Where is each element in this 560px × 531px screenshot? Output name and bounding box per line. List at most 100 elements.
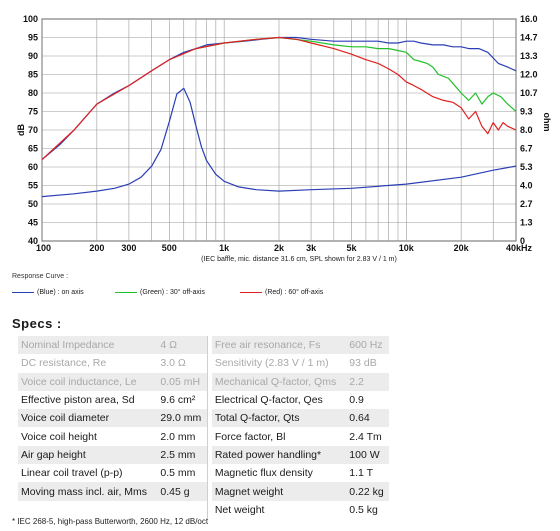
y-tick-label-right: 9.3 [520,107,533,117]
y-tick-label-right: 2.7 [520,199,533,209]
spec-value-right: 100 W [346,445,389,465]
spec-value-right: 600 Hz [346,336,389,355]
spec-label-right: Rated power handling* [211,445,347,465]
legend-swatch-green [115,292,137,293]
spec-row: Moving mass incl. air, Mms 0.45 g Magnet w… [18,482,389,501]
spec-row: Net weight 0.5 kg [18,500,389,519]
spec-separator [206,372,212,391]
spec-label-right: Free air resonance, Fs [211,336,347,355]
spec-value-left: 0.45 g [157,482,208,501]
spec-label-right: Force factor, Bl [214,430,286,443]
x-tick-label: 300 [121,243,136,253]
y-tick-label-left: 45 [28,218,38,228]
y-tick-label-right: 1.3 [520,218,533,228]
spec-value-right: 0.9 [349,394,364,407]
x-tick-label: 500 [162,243,177,253]
spec-row: Nominal Impedance 4 Ω Free air resonance, … [18,336,389,355]
spec-label-left: Voice coil height [21,430,97,443]
spec-value-left: 0.05 mH [157,372,208,391]
spec-separator [206,500,212,519]
spec-value-right: 2.4 Tm [349,430,382,443]
off-axis-30-curve [195,36,517,112]
x-tick-label: 1k [219,243,230,253]
spec-separator [206,354,212,373]
legend-swatch-red [240,292,262,293]
x-tick-label: 2k [274,243,285,253]
y-tick-label-left: 100 [23,14,38,24]
y-tick-label-right: 12.0 [520,70,538,80]
specs-table: Nominal Impedance 4 Ω Free air resonance, … [18,336,389,519]
y-tick-label-left: 50 [28,199,38,209]
y-tick-label-left: 95 [28,33,38,43]
y-tick-label-right: 4.0 [520,181,533,191]
spec-separator [206,464,212,483]
specs-title: Specs : [12,316,62,331]
spec-value-right: 0.64 [346,409,389,428]
y-tick-label-right: 14.7 [520,33,538,43]
legend-item-green: (Green) : 30° off-axis [115,289,205,296]
spec-label-right: Sensitivity (2.83 V / 1 m) [214,357,329,370]
legend-swatch-blue [12,292,34,293]
y-tick-label-right: 8.0 [520,125,533,135]
spec-value-right: 0.5 kg [349,503,378,516]
spec-value-left: 9.6 cm² [160,394,196,407]
spec-value-left: 2.0 mm [160,430,196,443]
y-tick-label-right: 10.7 [520,88,538,98]
frequency-response-chart: 100 200 300 500 1k 2k 3k 5k 10k 20k 40kHz100959085… [16,14,552,263]
spec-row: Voice coil inductance, Le 0.05 mH Mechanic… [18,372,389,391]
spec-separator [206,445,212,465]
x-tick-label: 20k [454,243,470,253]
spec-label-right: Magnetic flux density [214,467,313,480]
legend-title: Response Curve : [12,273,69,280]
spec-row: DC resistance, Re 3.0 Ω Sensitivity (2.83 … [18,354,389,373]
y-tick-label-left: 75 [28,107,38,117]
spec-value-left: 3.0 Ω [160,357,186,370]
spec-value-right: 93 dB [349,357,377,370]
spec-value-left: 4 Ω [157,336,208,355]
spec-label-left: Linear coil travel (p-p) [21,467,123,480]
spec-label-right: Net weight [214,503,265,516]
legend-item-red: (Red) : 60° off-axis [240,289,323,296]
spec-separator [206,427,212,446]
spec-value-right: 0.22 kg [346,482,389,501]
measurement-note: (IEC baffle, mic. distance 31.6 cm, SPL … [201,256,397,263]
spec-separator [206,409,212,428]
y-tick-label-left: 40 [28,236,38,246]
spec-row: Linear coil travel (p-p) 0.5 mm Magnetic f… [18,464,389,483]
y-tick-label-left: 60 [28,162,38,172]
legend-label-green: (Green) : 30° off-axis [140,289,205,296]
spec-row: Voice coil diameter 29.0 mm Total Q-factor… [18,409,389,428]
y-tick-label-left: 85 [28,70,38,80]
y-tick-label-right: 16.0 [520,14,538,24]
spec-value-right: 1.1 T [349,467,374,480]
spec-row: Air gap height 2.5 mm Rated power handling… [18,445,389,465]
y-axis-label-right: ohm [542,113,552,132]
x-tick-label: 40kHz [506,243,533,253]
impedance-curve [41,87,517,198]
y-tick-label-right: 0 [520,236,525,246]
y-tick-label-right: 13.3 [520,51,538,61]
spec-label-left: DC resistance, Re [21,357,107,370]
spec-label-left: Air gap height [18,445,158,465]
spec-separator [206,390,212,410]
spec-row: Voice coil height 2.0 mm Force factor, Bl 2… [18,427,389,446]
y-tick-label-left: 55 [28,181,38,191]
y-tick-label-left: 65 [28,144,38,154]
footnote: * IEC 268-5, high-pass Butterworth, 2600… [12,517,209,526]
legend-item-blue: (Blue) : on axis [12,289,84,296]
spec-separator [206,336,212,355]
x-tick-label: 5k [346,243,357,253]
spec-separator [206,482,212,501]
spec-label-left: Moving mass incl. air, Mms [18,482,158,501]
spec-label-left: Effective piston area, Sd [21,394,135,407]
spec-row: Effective piston area, Sd 9.6 cm² Electric… [18,390,389,410]
spec-label-right: Mechanical Q-factor, Qms [211,372,347,391]
spec-value-left: 29.0 mm [157,409,208,428]
spec-value-left: 0.5 mm [160,467,196,480]
y-tick-label-right: 6.7 [520,144,533,154]
legend-label-red: (Red) : 60° off-axis [265,289,324,296]
y-tick-label-left: 90 [28,51,38,61]
spec-label-right: Electrical Q-factor, Qes [214,394,323,407]
x-tick-label: 100 [36,243,51,253]
x-tick-label: 200 [89,243,104,253]
